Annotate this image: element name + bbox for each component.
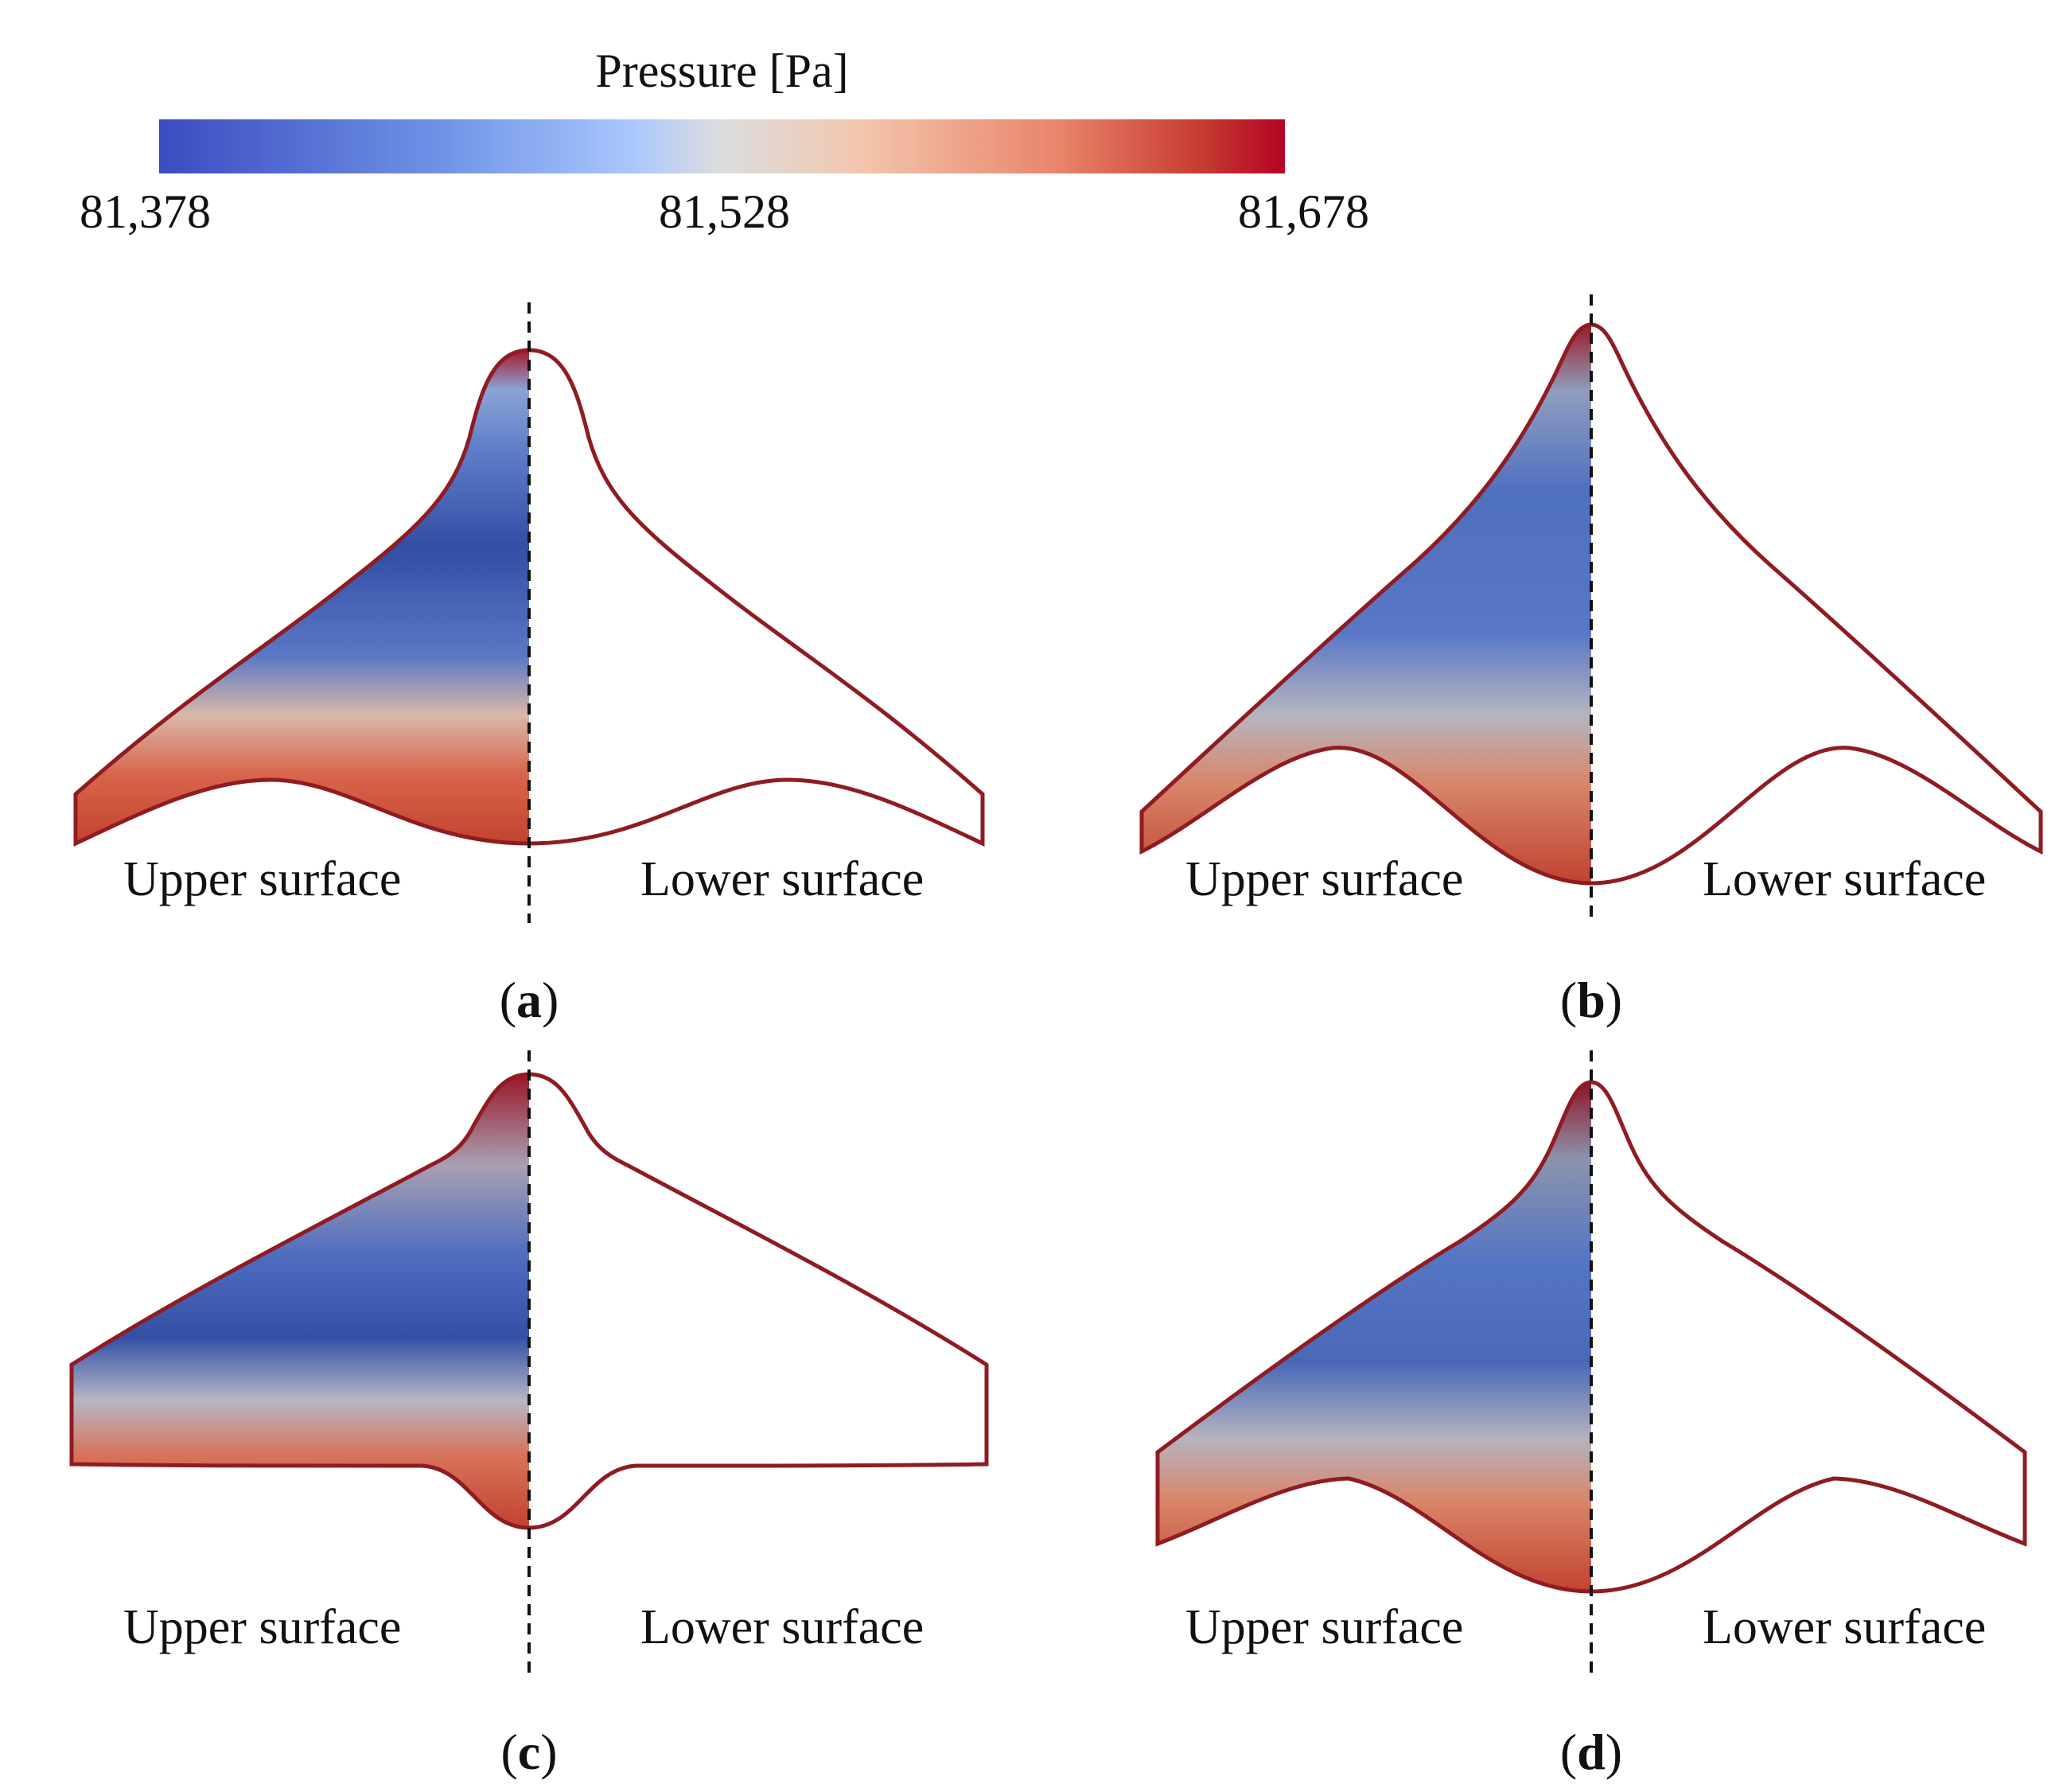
caption-c: (c) [500,1724,558,1780]
upper-surface-label: Upper surface [123,1600,402,1654]
wing-a-contour [73,302,985,923]
colorbar-min-label: 81,378 [80,185,211,238]
colorbar-mid-label: 81,528 [659,185,790,238]
upper-surface-label: Upper surface [1185,852,1464,906]
colorbar-max-label: 81,678 [1238,185,1369,238]
lower-surface-label: Lower surface [640,852,924,906]
wing-d-contour [1155,1050,2027,1679]
panel-a: Upper surface Lower surface [48,294,1026,987]
caption-d: (d) [1559,1724,1623,1780]
upper-surface-label: Upper surface [1185,1600,1464,1654]
wing-b-contour [1139,294,2043,923]
panel-d: Upper surface Lower surface [1110,1050,2063,1743]
upper-surface-label: Upper surface [123,852,402,906]
lower-surface-label: Lower surface [1703,1600,1987,1654]
panel-c: Upper surface Lower surface [48,1050,1026,1743]
caption-b: (b) [1559,972,1623,1028]
panel-b: Upper surface Lower surface [1110,294,2063,987]
lower-surface-label: Lower surface [640,1600,924,1654]
wing-c-contour [69,1050,989,1679]
pressure-colorbar [159,119,1285,173]
caption-a: (a) [499,972,559,1028]
colorbar-title: Pressure [Pa] [595,45,849,97]
lower-surface-label: Lower surface [1703,852,1987,906]
